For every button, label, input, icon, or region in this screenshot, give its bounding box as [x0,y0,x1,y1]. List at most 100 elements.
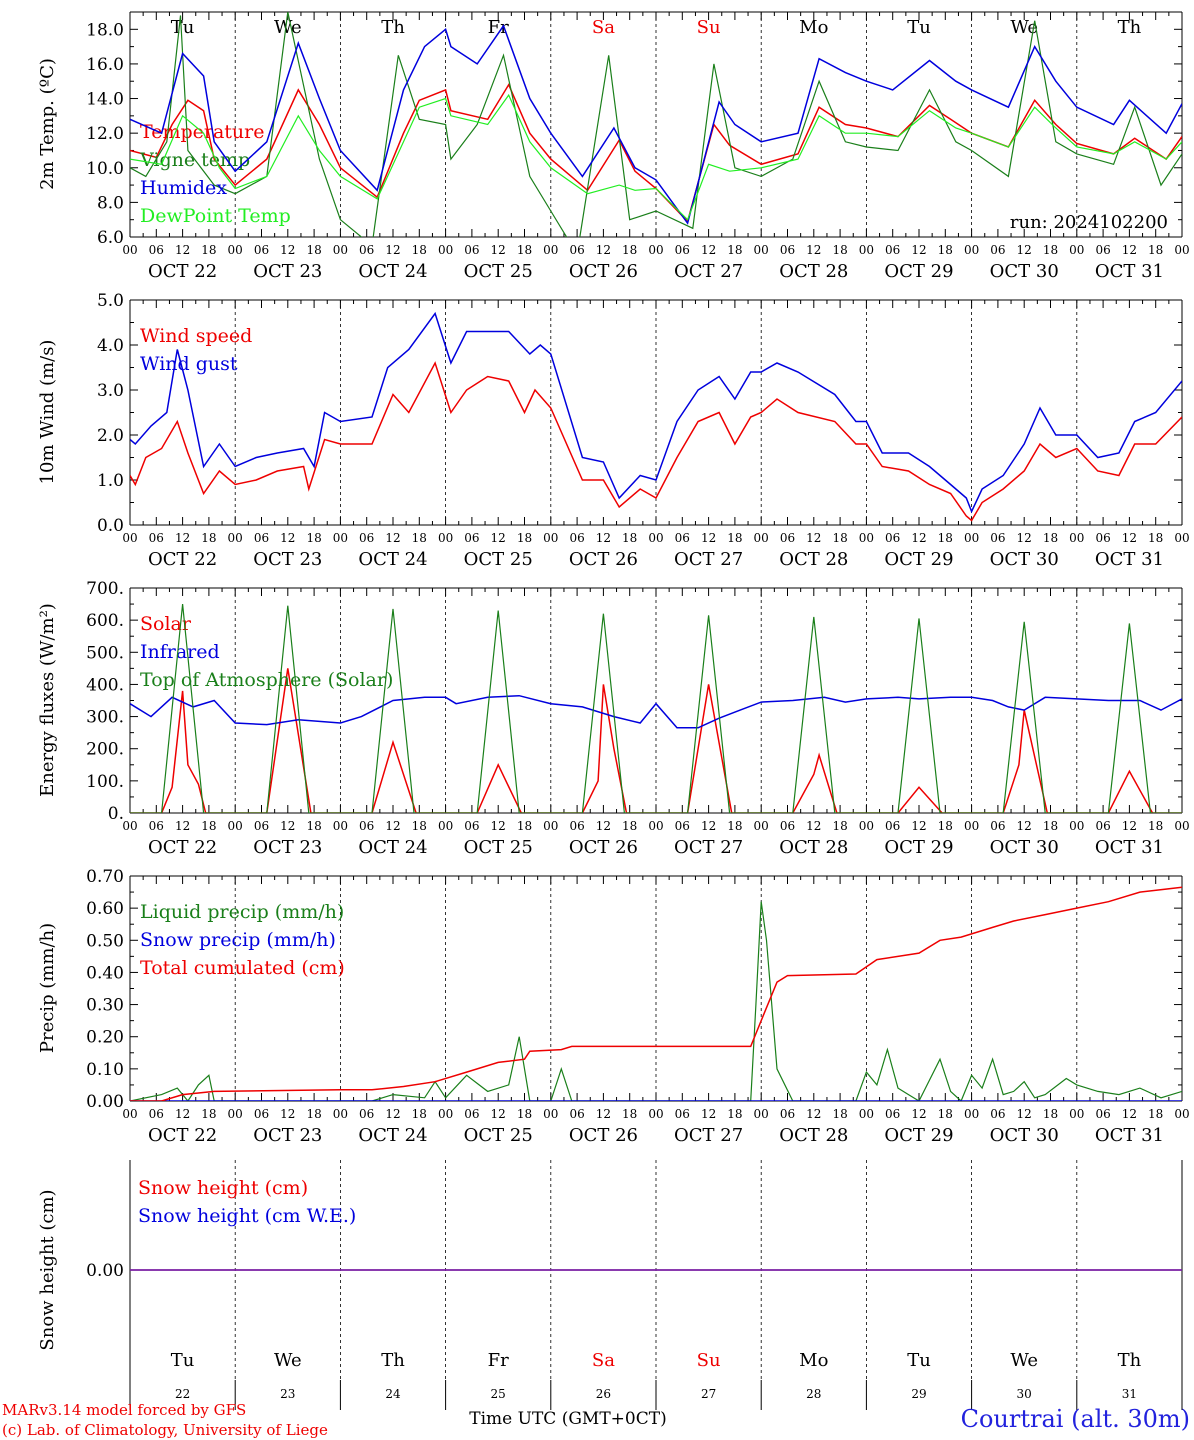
hour-tick-label: 18 [1043,531,1058,545]
hour-tick-label: 06 [1095,819,1110,833]
legend-entry: Wind speed [140,325,252,347]
weekday-label: Mo [799,1350,828,1371]
date-label: OCT 31 [1095,837,1164,858]
y-tick-label: 700. [86,579,124,599]
date-label: OCT 22 [148,1125,217,1146]
hour-tick-label: 18 [306,1107,321,1121]
hour-tick-label: 18 [1148,243,1163,257]
y-axis-label: Precip (mm/h) [37,923,58,1053]
hour-tick-label: 18 [622,531,637,545]
y-tick-label: 0.00 [86,1261,124,1281]
hour-tick-label: 12 [280,531,295,545]
hour-tick-label: 18 [1043,243,1058,257]
date-label: OCT 22 [148,261,217,282]
date-label: OCT 31 [1095,1125,1164,1146]
date-label: OCT 23 [253,261,322,282]
hour-tick-label: 12 [1017,1107,1032,1121]
hour-tick-label: 12 [280,1107,295,1121]
y-tick-label: 10.0 [86,159,124,179]
hour-tick-label: 18 [1043,819,1058,833]
y-tick-label: 8.0 [97,193,124,213]
hour-tick-label: 00 [543,531,558,545]
hour-tick-label: 12 [385,819,400,833]
hour-tick-label: 18 [1043,1107,1058,1121]
hour-tick-label: 06 [464,531,479,545]
y-tick-label: 0.00 [86,1092,124,1112]
hour-tick-label: 00 [438,243,453,257]
hour-tick-label: 12 [911,819,926,833]
date-label: OCT 23 [253,1125,322,1146]
hour-tick-label: 06 [149,531,164,545]
hour-tick-label: 18 [727,243,742,257]
legend-entry: Humidex [140,177,227,199]
series-line-wind-speed [130,361,1182,522]
hour-tick-label: 12 [806,243,821,257]
hour-tick-label: 12 [385,243,400,257]
hour-tick-label: 12 [491,531,506,545]
hour-tick-label: 00 [1174,1107,1189,1121]
weekday-label: Sa [592,1350,615,1371]
hour-tick-label: 06 [149,243,164,257]
hour-tick-label: 18 [938,243,953,257]
date-label: OCT 27 [674,549,743,570]
hour-tick-label: 12 [701,1107,716,1121]
date-label: OCT 26 [569,261,638,282]
y-axis-label: 10m Wind (m/s) [37,340,58,485]
hour-tick-label: 18 [622,1107,637,1121]
hour-tick-label: 18 [832,243,847,257]
hour-tick-label: 12 [491,243,506,257]
y-tick-label: 1.0 [97,471,124,491]
hour-tick-label: 06 [885,531,900,545]
weekday-label: We [1010,1350,1038,1371]
hour-tick-label: 06 [990,243,1005,257]
date-label: OCT 29 [884,261,953,282]
y-tick-label: 2.0 [97,426,124,446]
legend-entry: DewPoint Temp [140,205,291,227]
hour-tick-label: 12 [1122,1107,1137,1121]
hour-tick-label: 18 [306,531,321,545]
hour-tick-label: 06 [885,1107,900,1121]
hour-tick-label: 12 [280,243,295,257]
y-tick-label: 300. [86,708,124,728]
hour-tick-label: 06 [464,1107,479,1121]
hour-tick-label: 06 [990,531,1005,545]
weekday-label: Su [697,17,721,38]
weekday-label: Fr [488,1350,509,1371]
hour-tick-label: 06 [990,819,1005,833]
hour-tick-label: 06 [359,531,374,545]
date-label: OCT 24 [358,549,427,570]
hour-tick-label: 00 [859,1107,874,1121]
y-axis-label: Energy fluxes (W/m²) [37,603,58,797]
hour-tick-label: 18 [201,1107,216,1121]
hour-tick-label: 18 [412,531,427,545]
y-tick-label: 200. [86,740,124,760]
hour-tick-label: 18 [201,531,216,545]
hour-tick-label: 00 [648,531,663,545]
hour-tick-label: 18 [832,819,847,833]
legend-entry: Wind gust [140,353,238,375]
legend-entry: Snow height (cm) [138,1177,308,1199]
hour-tick-label: 00 [438,1107,453,1121]
date-label: OCT 23 [253,549,322,570]
hour-tick-label: 12 [701,819,716,833]
y-tick-label: 18.0 [86,20,124,40]
hour-tick-label: 18 [517,819,532,833]
weekday-label: Tu [171,17,195,38]
date-label: OCT 31 [1095,549,1164,570]
hour-tick-label: 12 [385,531,400,545]
hour-tick-label: 00 [543,243,558,257]
date-label: OCT 30 [990,1125,1059,1146]
hour-tick-label: 18 [517,243,532,257]
hour-tick-label: 00 [754,243,769,257]
date-label: OCT 26 [569,1125,638,1146]
hour-tick-label: 12 [596,243,611,257]
weekday-label: Sa [592,17,615,38]
hour-tick-label: 00 [543,819,558,833]
hour-tick-label: 06 [254,243,269,257]
hour-tick-label: 12 [806,1107,821,1121]
series-line-total-cumulated-cm- [130,886,1182,1101]
hour-tick-label: 06 [990,1107,1005,1121]
hour-tick-label: 06 [885,243,900,257]
hour-tick-label: 12 [1122,819,1137,833]
hour-tick-label: 12 [596,819,611,833]
